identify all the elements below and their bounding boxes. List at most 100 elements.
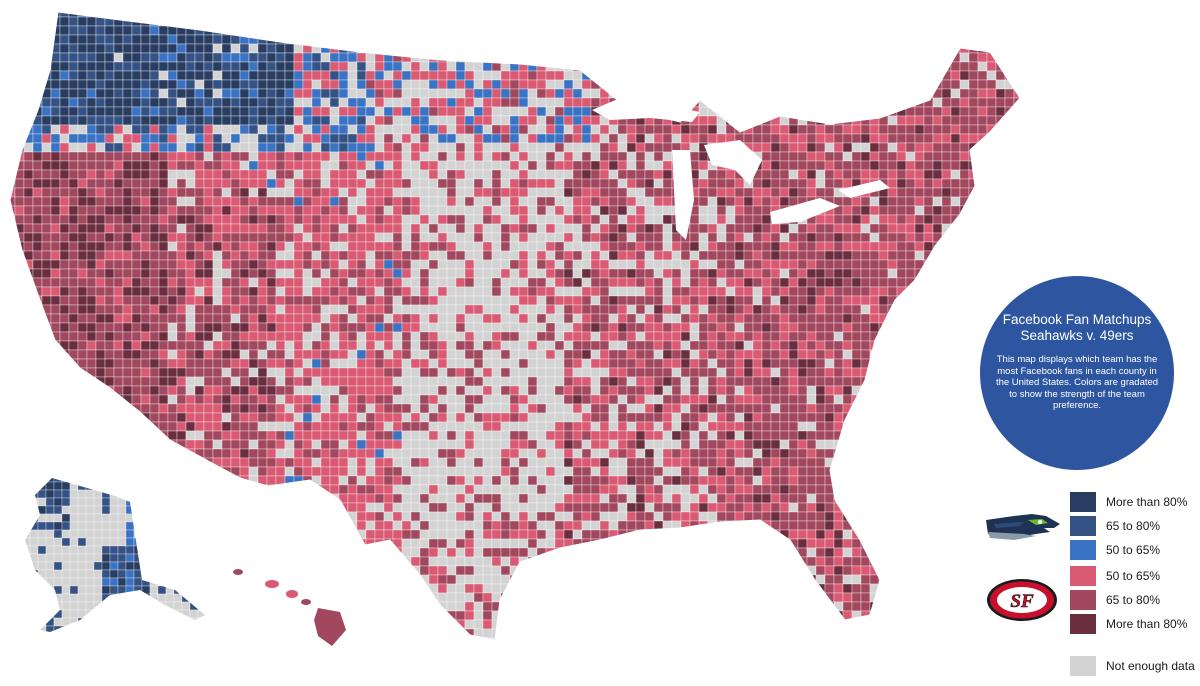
county-cell (518, 133, 529, 144)
county-cell (608, 304, 619, 315)
county-cell (392, 61, 403, 72)
county-cell (212, 313, 223, 324)
county-cell (428, 115, 439, 126)
county-cell (1004, 12, 1015, 18)
county-cell (446, 12, 457, 18)
county-cell (329, 322, 340, 333)
county-cell (104, 124, 115, 135)
county-cell (356, 259, 367, 270)
county-cell (734, 12, 745, 18)
county-cell (644, 79, 655, 90)
county-cell (779, 169, 790, 180)
county-cell (716, 322, 727, 333)
county-cell (95, 250, 106, 261)
county-cell (626, 151, 637, 162)
county-cell (806, 70, 817, 81)
county-cell (383, 25, 394, 36)
county-cell (545, 196, 556, 207)
county-cell (176, 340, 187, 351)
county-cell (545, 124, 556, 135)
county-cell (653, 133, 664, 144)
county-cell (203, 322, 214, 333)
county-cell (248, 286, 259, 297)
county-cell (329, 169, 340, 180)
county-cell (113, 43, 124, 54)
county-cell (32, 187, 43, 198)
county-cell (401, 43, 412, 54)
county-cell (653, 340, 664, 351)
county-cell (554, 169, 565, 180)
county-cell (770, 268, 781, 279)
county-cell (365, 178, 376, 189)
county-cell (716, 187, 727, 198)
county-cell (185, 250, 196, 261)
county-cell (23, 196, 34, 207)
county-cell (50, 376, 61, 387)
county-cell (617, 34, 628, 45)
county-cell (122, 124, 133, 135)
county-cell (689, 133, 700, 144)
county-cell (68, 97, 79, 108)
county-cell (950, 169, 961, 180)
county-cell (806, 367, 817, 378)
county-cell (815, 241, 826, 252)
county-cell (518, 142, 529, 153)
county-cell (1023, 62, 1032, 71)
county-cell (914, 88, 925, 99)
county-cell (563, 43, 574, 54)
county-cell (545, 97, 556, 108)
county-cell (959, 223, 970, 234)
county-cell (140, 88, 151, 99)
county-cell (248, 385, 259, 396)
county-cell (725, 187, 736, 198)
county-cell (896, 250, 907, 261)
county-cell (113, 79, 124, 90)
county-cell (671, 61, 682, 72)
county-cell (347, 304, 358, 315)
county-cell (860, 295, 871, 306)
county-cell (338, 241, 349, 252)
county-cell (221, 313, 232, 324)
county-cell (59, 160, 70, 171)
county-cell (806, 79, 817, 90)
county-cell (14, 268, 25, 279)
county-cell (392, 376, 403, 387)
county-cell (482, 367, 493, 378)
county-cell (563, 12, 574, 18)
county-cell (581, 25, 592, 36)
county-cell (536, 286, 547, 297)
county-cell (302, 115, 313, 126)
county-cell (527, 52, 538, 63)
county-cell (653, 34, 664, 45)
county-cell (122, 232, 133, 243)
county-cell (104, 151, 115, 162)
county-cell (563, 385, 574, 396)
county-cell (41, 394, 52, 405)
county-cell (464, 223, 475, 234)
county-cell (158, 124, 169, 135)
county-cell (68, 205, 79, 216)
county-cell (158, 322, 169, 333)
county-cell (752, 322, 763, 333)
county-cell (185, 61, 196, 72)
county-cell (302, 142, 313, 153)
county-cell (284, 358, 295, 369)
county-cell (680, 349, 691, 360)
county-cell (104, 106, 115, 117)
county-cell (662, 196, 673, 207)
county-cell (941, 169, 952, 180)
county-cell (23, 178, 34, 189)
county-cell (734, 241, 745, 252)
county-cell (806, 106, 817, 117)
county-cell (986, 70, 997, 81)
county-cell (410, 250, 421, 261)
county-cell (851, 142, 862, 153)
county-cell (761, 151, 772, 162)
county-cell (626, 223, 637, 234)
county-cell (176, 250, 187, 261)
county-cell (77, 295, 88, 306)
county-cell (698, 70, 709, 81)
county-cell (140, 214, 151, 225)
county-cell (662, 241, 673, 252)
county-cell (113, 250, 124, 261)
